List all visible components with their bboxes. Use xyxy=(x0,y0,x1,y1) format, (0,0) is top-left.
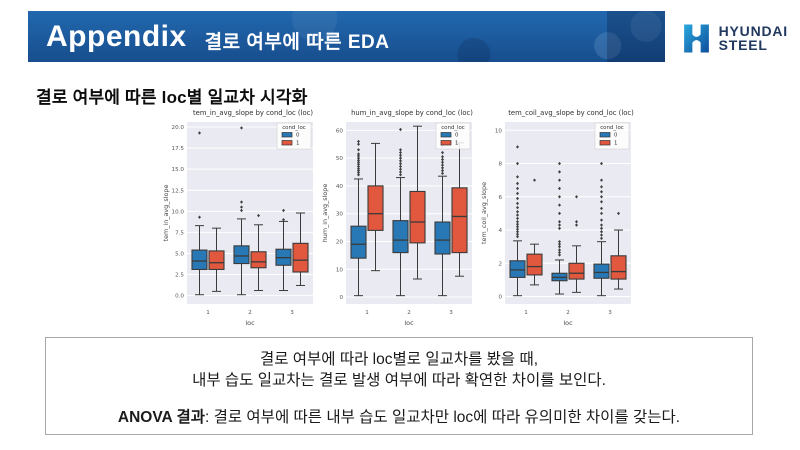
svg-text:2: 2 xyxy=(498,261,502,267)
svg-text:cond_loc: cond_loc xyxy=(282,125,306,131)
svg-text:1: 1 xyxy=(206,310,210,316)
svg-text:3: 3 xyxy=(449,310,453,316)
svg-text:10: 10 xyxy=(495,128,503,134)
svg-text:2: 2 xyxy=(407,310,411,316)
svg-text:2: 2 xyxy=(566,310,570,316)
svg-text:hum_in_avg_slope by cond_loc (: hum_in_avg_slope by cond_loc (loc) xyxy=(351,109,473,117)
svg-text:1: 1 xyxy=(455,141,458,147)
svg-text:0: 0 xyxy=(614,133,618,139)
anova-text: : 결로 여부에 따른 내부 습도 일교차만 loc에 따라 유의미한 차이를 … xyxy=(204,409,681,426)
svg-text:4: 4 xyxy=(498,228,502,234)
svg-text:10.0: 10.0 xyxy=(172,209,185,215)
svg-text:0: 0 xyxy=(498,295,502,301)
svg-text:cond_loc: cond_loc xyxy=(600,125,624,131)
svg-text:3: 3 xyxy=(290,310,294,316)
svg-text:tem_in_avg_slope: tem_in_avg_slope xyxy=(162,185,170,242)
svg-text:0: 0 xyxy=(455,133,459,139)
svg-text:1: 1 xyxy=(614,141,617,147)
svg-text:2.5: 2.5 xyxy=(175,273,184,279)
svg-text:30: 30 xyxy=(336,212,344,218)
header-title-korean: 결로 여부에 따른 EDA xyxy=(204,31,390,53)
svg-text:8: 8 xyxy=(498,162,502,168)
svg-text:5.0: 5.0 xyxy=(175,251,184,257)
svg-text:tem_coil_avg_slope by cond_loc: tem_coil_avg_slope by cond_loc (loc) xyxy=(508,109,634,117)
svg-text:7.5: 7.5 xyxy=(175,230,184,236)
svg-text:loc: loc xyxy=(245,319,255,327)
boxplot-figure: 0 10 20 30 40 50 60 1 2 3 loc hum_in_avg_slope hum_i… xyxy=(320,106,477,336)
svg-text:17.5: 17.5 xyxy=(172,146,185,152)
svg-text:6: 6 xyxy=(498,195,502,201)
svg-text:20.0: 20.0 xyxy=(172,125,185,131)
svg-text:0.0: 0.0 xyxy=(175,294,184,300)
svg-text:15.0: 15.0 xyxy=(172,167,185,173)
svg-text:10: 10 xyxy=(336,267,344,273)
svg-text:3: 3 xyxy=(608,310,612,316)
anova-label: ANOVA 결과 xyxy=(117,409,205,426)
summary-box: 결로 여부에 따라 loc별로 일교차를 봤을 때, 내부 습도 일교차는 결로… xyxy=(45,337,753,435)
logo-text: HYUNDAI STEEL xyxy=(718,23,788,53)
header-bar: Appendix 결로 여부에 따른 EDA xyxy=(28,11,665,62)
svg-text:50: 50 xyxy=(336,156,344,162)
summary-line3: ANOVA 결과: 결로 여부에 따른 내부 습도 일교차만 loc에 따라 유… xyxy=(46,407,752,428)
svg-text:loc: loc xyxy=(563,319,573,327)
svg-text:tem_in_avg_slope by cond_loc (: tem_in_avg_slope by cond_loc (loc) xyxy=(193,109,313,117)
boxplot-figure: 0.0 2.5 5.0 7.5 10.0 12.5 15.0 17.5 20.0 1 2 3 loc te… xyxy=(161,106,318,336)
svg-text:1: 1 xyxy=(365,310,369,316)
svg-text:hum_in_avg_slope: hum_in_avg_slope xyxy=(321,184,329,243)
svg-text:12.5: 12.5 xyxy=(172,188,185,194)
svg-text:tem_coil_avg_slope: tem_coil_avg_slope xyxy=(480,182,488,244)
logo-line1: HYUNDAI xyxy=(718,23,788,39)
section-title: 결로 여부에 따른 loc별 일교차 시각화 xyxy=(36,88,308,107)
svg-text:1: 1 xyxy=(524,310,528,316)
svg-text:1: 1 xyxy=(296,141,299,147)
logo-line2: STEEL xyxy=(718,36,768,53)
svg-text:cond_loc: cond_loc xyxy=(441,125,465,131)
svg-text:20: 20 xyxy=(336,239,344,245)
summary-line1: 결로 여부에 따라 loc별로 일교차를 봤을 때, xyxy=(259,351,539,368)
svg-text:loc: loc xyxy=(404,319,414,327)
svg-text:2: 2 xyxy=(248,310,252,316)
header-title-appendix: Appendix xyxy=(46,19,187,53)
boxplot-figure: 0 2 4 6 8 10 1 2 3 loc tem_coil_avg_slope tem_coil_… xyxy=(479,106,636,336)
svg-text:60: 60 xyxy=(336,128,344,134)
svg-text:0: 0 xyxy=(339,295,343,301)
svg-text:40: 40 xyxy=(336,184,344,190)
svg-text:0: 0 xyxy=(296,133,300,139)
hyundai-steel-logo: HYUNDAI STEEL xyxy=(680,22,788,55)
hyundai-h-icon xyxy=(683,24,709,53)
charts-row: 0.0 2.5 5.0 7.5 10.0 12.5 15.0 17.5 20.0 1 2 3 loc te… xyxy=(161,106,636,336)
summary-line2: 내부 습도 일교차는 결로 발생 여부에 따라 확연한 차이를 보인다. xyxy=(192,372,606,389)
